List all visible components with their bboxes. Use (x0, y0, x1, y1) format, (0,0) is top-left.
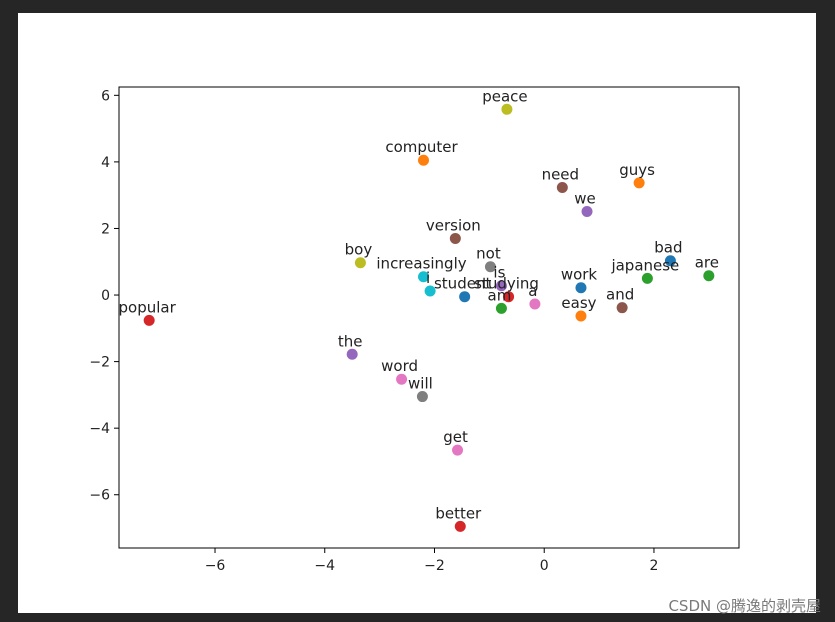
y-tick-label: 0 (101, 288, 110, 304)
y-tick-label: 4 (101, 155, 110, 171)
point-label-we: we (574, 189, 596, 207)
data-point-not (484, 261, 496, 273)
point-label-student: student (434, 275, 491, 293)
watermark: CSDN @腾逸的剥壳屋 (668, 597, 821, 615)
point-label-popular: popular (119, 298, 177, 316)
x-tick-label: 0 (540, 558, 549, 574)
point-label-not: not (476, 245, 501, 263)
point-label-japanese: japanese (610, 256, 679, 274)
data-point-version (449, 232, 461, 244)
y-tick-label: −4 (89, 421, 110, 437)
x-tick-label: −6 (205, 558, 226, 574)
data-point-work (575, 282, 587, 294)
point-label-work: work (561, 266, 598, 284)
data-point-a (529, 298, 541, 310)
point-label-the: the (338, 332, 363, 350)
point-label-computer: computer (385, 138, 458, 156)
data-point-word (396, 373, 408, 385)
data-point-studying (503, 291, 515, 303)
data-point-am (495, 302, 507, 314)
data-point-boy (354, 257, 366, 269)
y-tick-label: −2 (89, 355, 110, 371)
data-point-and (616, 302, 628, 314)
scatter-plot: −6 −4 −2 0 2 −6 −4 −2 0 2 4 6 peace computer need guys w… (89, 86, 740, 574)
point-label-get: get (443, 428, 468, 446)
point-label-guys: guys (619, 161, 655, 179)
data-point-need (556, 182, 568, 194)
data-point-better (454, 520, 466, 532)
point-label-need: need (542, 166, 580, 184)
y-tick-label: −6 (89, 488, 110, 504)
data-point-get (452, 444, 464, 456)
point-label-will: will (408, 375, 433, 393)
x-tick-label: −2 (424, 558, 445, 574)
point-label-is: is (493, 264, 505, 282)
data-point-increasingly (418, 271, 430, 283)
data-point-will (416, 391, 428, 403)
data-point-is (495, 280, 507, 292)
data-point-easy (575, 310, 587, 322)
data-point-i (424, 285, 436, 297)
data-point-the (346, 348, 358, 360)
point-label-i: i (426, 269, 430, 287)
data-point-are (703, 270, 715, 282)
point-label-bad: bad (654, 239, 682, 257)
point-label-increasingly: increasingly (376, 255, 466, 273)
y-tick-label: 6 (101, 88, 110, 104)
point-label-better: better (435, 504, 482, 522)
data-point-japanese (641, 272, 653, 284)
point-label-a: a (528, 282, 537, 300)
point-label-are: are (695, 254, 719, 272)
data-point-bad (664, 255, 676, 267)
point-label-version: version (426, 216, 481, 234)
x-tick-label: −4 (314, 558, 335, 574)
point-label-studying: studying (474, 275, 539, 293)
data-point-guys (633, 177, 645, 189)
point-label-boy: boy (345, 241, 373, 259)
data-point-peace (501, 103, 513, 115)
data-point-we (581, 205, 593, 217)
data-point-computer (418, 154, 430, 166)
point-label-easy: easy (561, 294, 596, 312)
point-label-peace: peace (482, 87, 527, 105)
figure-canvas: −6 −4 −2 0 2 −6 −4 −2 0 2 4 6 peace computer need guys w… (18, 13, 816, 613)
data-point-student (459, 291, 471, 303)
y-tick-label: 2 (101, 221, 110, 237)
axes-frame (118, 86, 740, 549)
point-label-am: am (488, 286, 512, 304)
x-tick-label: 2 (649, 558, 658, 574)
point-label-and: and (606, 286, 634, 304)
data-point-popular (143, 314, 155, 326)
point-label-word: word (381, 357, 418, 375)
